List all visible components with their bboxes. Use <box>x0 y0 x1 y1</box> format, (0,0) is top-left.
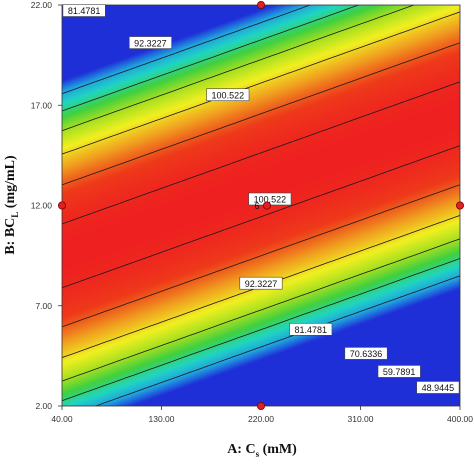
x-tick-label: 130.00 <box>149 414 175 424</box>
design-point <box>262 201 271 210</box>
y-axis-ticks: 2.00 7.00 12.00 17.00 22.00 <box>31 0 62 411</box>
design-point <box>58 201 67 210</box>
contour-label: 100.522 <box>206 88 250 102</box>
contour-label: 81.4781 <box>289 323 333 336</box>
contour-label: 92.3227 <box>239 276 283 290</box>
x-tick-label: 310.00 <box>348 414 374 424</box>
x-axis-ticks: 40.00 130.00 220.00 310.00 400.00 <box>51 406 473 424</box>
x-axis-title: A: Cs (mM) <box>227 442 297 459</box>
contour-line-3-upper <box>62 11 460 155</box>
contour-label: 92.3227 <box>128 36 172 49</box>
svg-text:70.6336: 70.6336 <box>350 349 383 359</box>
design-point <box>256 401 265 410</box>
design-points: 6 <box>58 1 464 410</box>
contour-line-4-lower <box>62 184 460 328</box>
contour-line-5-upper <box>62 81 460 225</box>
svg-text:48.9445: 48.9445 <box>422 383 455 393</box>
contour-line-2-upper <box>62 5 416 132</box>
svg-text:100.522: 100.522 <box>254 195 287 205</box>
center-point-count: 6 <box>254 201 259 211</box>
contour-lines <box>62 5 460 406</box>
y-tick-label: 17.00 <box>31 100 53 110</box>
y-tick-label: 12.00 <box>31 201 53 211</box>
x-tick-label: 220.00 <box>248 414 274 424</box>
contour-label: 70.6336 <box>344 347 388 360</box>
contour-line-1-upper <box>62 5 360 112</box>
contour-line-0-upper <box>62 5 312 95</box>
response-surface-heatmap <box>62 5 460 406</box>
x-tick-label: 400.00 <box>447 414 473 424</box>
y-tick-label: 7.00 <box>35 301 52 311</box>
contour-line-5-lower <box>62 145 460 289</box>
svg-text:59.7891: 59.7891 <box>383 367 416 377</box>
contour-line-0-lower <box>94 275 460 406</box>
contour-line-2-lower <box>62 238 460 382</box>
design-point <box>256 1 265 9</box>
y-tick-label: 2.00 <box>35 401 52 411</box>
svg-text:100.522: 100.522 <box>212 90 245 100</box>
contour-line-1-lower <box>62 258 460 402</box>
svg-text:81.4781: 81.4781 <box>294 325 327 335</box>
svg-text:92.3227: 92.3227 <box>134 38 167 48</box>
contour-line-4-upper <box>62 42 460 186</box>
contour-label: 81.4781 <box>62 4 106 17</box>
svg-text:92.3227: 92.3227 <box>245 279 278 289</box>
x-tick-label: 40.00 <box>51 414 73 424</box>
svg-text:81.4781: 81.4781 <box>68 6 101 16</box>
contour-labels: 81.4781 92.3227 100.522 100.522 92.3227 81.47… <box>62 4 460 394</box>
y-tick-label: 22.00 <box>31 0 53 10</box>
design-point <box>455 201 464 210</box>
contour-label: 48.9445 <box>416 381 460 394</box>
y-axis-title: B: BCL (mg/mL) <box>3 155 20 255</box>
contour-label: 59.7891 <box>377 365 421 378</box>
